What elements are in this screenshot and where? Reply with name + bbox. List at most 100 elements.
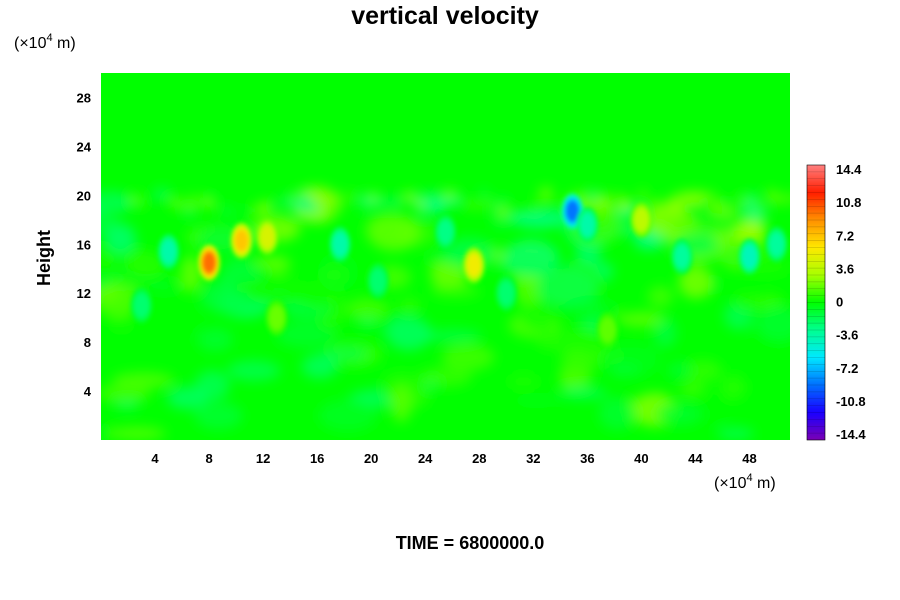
feature-mark	[634, 208, 649, 232]
band-blob	[393, 195, 400, 209]
field-blob	[126, 251, 166, 279]
field-blob	[616, 311, 667, 328]
band-blob	[374, 198, 386, 206]
band-blob	[737, 195, 749, 206]
band-blob	[289, 192, 301, 204]
field-blob	[180, 255, 202, 293]
band-blob	[713, 200, 723, 215]
perturbation-field	[101, 186, 790, 440]
band-blob	[183, 206, 196, 218]
x-tick-label: 40	[634, 451, 648, 466]
y-tick-label: 16	[77, 237, 91, 252]
field-blob	[301, 354, 338, 379]
feature-mark	[566, 200, 579, 222]
y-axis-ticks: 4 8 12 16 20 24 28	[77, 91, 92, 400]
feature-mark	[438, 220, 453, 244]
band-blob	[651, 204, 664, 214]
band-blob	[747, 194, 758, 203]
band-blob	[619, 197, 632, 211]
band-blob	[219, 206, 229, 216]
feature-mark	[269, 306, 284, 330]
band-blob	[228, 205, 238, 219]
band-blob	[539, 187, 553, 201]
band-blob	[704, 201, 713, 215]
x-tick-label: 8	[205, 451, 212, 466]
band-blob	[772, 193, 781, 205]
band-blob	[472, 201, 479, 210]
x-tick-label: 20	[364, 451, 378, 466]
feature-mark	[260, 225, 275, 249]
band-blob	[263, 198, 272, 210]
band-blob	[275, 200, 282, 210]
feature-mark	[600, 318, 615, 342]
band-blob	[131, 194, 140, 204]
feature-mark	[742, 245, 757, 268]
field-blob	[441, 343, 495, 371]
time-label: TIME = 6800000.0	[396, 533, 545, 553]
colorbar-tick-label: 0	[836, 295, 843, 310]
field-blob	[497, 257, 557, 275]
field-blob	[390, 384, 412, 423]
field-blob	[508, 372, 539, 391]
band-blob	[118, 193, 127, 206]
field-blob	[418, 366, 473, 388]
field-blob	[386, 316, 432, 351]
field-blob	[513, 392, 560, 409]
x-tick-label: 16	[310, 451, 324, 466]
feature-mark	[371, 269, 385, 293]
field-blob	[656, 402, 704, 426]
x-tick-label: 12	[256, 451, 270, 466]
colorbar-ticks: 14.4 10.8 7.2 3.6 0 -3.6 -7.2 -10.8 -14.4	[836, 162, 866, 442]
band-blob	[361, 195, 371, 209]
band-blob	[458, 196, 470, 208]
feature-mark	[674, 245, 689, 268]
band-blob	[513, 206, 528, 215]
field-blob	[231, 281, 272, 294]
colorbar-tick-label: 3.6	[836, 261, 854, 276]
colorbar-tick-label: 14.4	[836, 162, 862, 177]
band-blob	[546, 202, 557, 212]
band-blob	[644, 192, 656, 205]
field-blob	[194, 401, 243, 430]
band-blob	[534, 201, 543, 214]
field-blob	[105, 223, 136, 254]
x-axis-unit: (×104 m)	[714, 472, 776, 492]
field-blob	[107, 426, 167, 440]
band-blob	[311, 203, 319, 214]
band-blob	[450, 194, 460, 206]
field-blob	[756, 305, 790, 341]
colorbar-tick-label: -7.2	[836, 361, 858, 376]
band-blob	[675, 192, 682, 205]
y-tick-label: 12	[77, 286, 91, 301]
field-blob	[367, 213, 420, 252]
band-blob	[783, 192, 790, 205]
band-blob	[324, 205, 336, 214]
field-blob	[197, 327, 234, 352]
feature-mark	[580, 213, 595, 236]
band-blob	[190, 194, 197, 209]
y-axis-label: Height	[34, 230, 54, 286]
x-tick-label: 32	[526, 451, 540, 466]
field-blob	[536, 267, 598, 308]
field-blob	[519, 302, 559, 332]
feature-mark	[134, 294, 149, 317]
field-blob	[510, 211, 570, 229]
field-blob	[707, 387, 728, 426]
band-blob	[101, 194, 107, 204]
band-blob	[588, 190, 599, 201]
band-blob	[403, 190, 415, 203]
colorbar-bands	[807, 171, 825, 434]
band-blob	[752, 201, 763, 210]
x-tick-label: 28	[472, 451, 486, 466]
y-axis-unit: (×104 m)	[14, 32, 76, 52]
field-blob	[143, 279, 185, 294]
feature-mark	[161, 240, 176, 263]
band-blob	[504, 203, 512, 214]
field-blob	[733, 222, 766, 241]
field-blob	[536, 329, 560, 350]
colorbar-tick-label: -10.8	[836, 394, 866, 409]
y-tick-label: 24	[77, 139, 92, 154]
field-blob	[345, 297, 389, 321]
field-blob	[559, 387, 607, 400]
